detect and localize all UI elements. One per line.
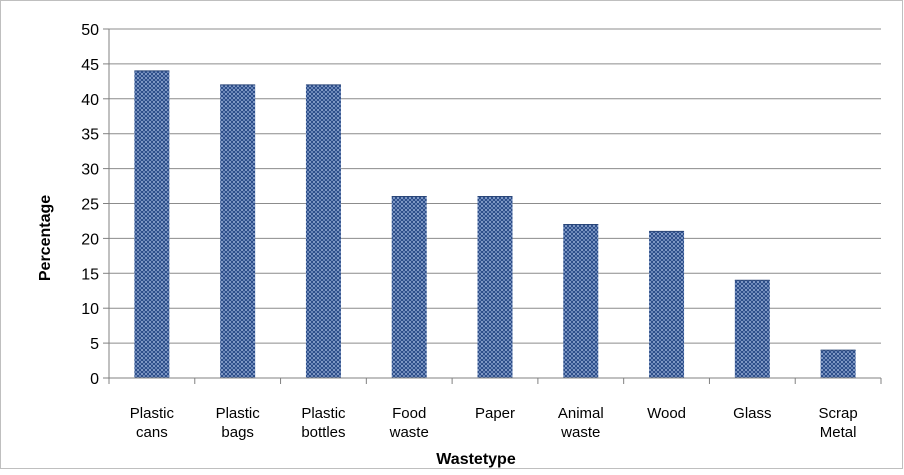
- x-tick-label: cans: [136, 424, 168, 441]
- y-tick-label: 5: [90, 336, 99, 353]
- x-axis-title: Wastetype: [436, 451, 516, 468]
- x-tick-label: Food: [392, 405, 426, 422]
- x-tick-label: bags: [221, 424, 254, 441]
- x-tick-label: bottles: [301, 424, 345, 441]
- y-tick-label: 25: [81, 197, 99, 214]
- y-tick-label: 0: [90, 371, 99, 388]
- x-tick-label: Wood: [647, 405, 686, 422]
- y-tick-label: 15: [81, 266, 99, 283]
- y-tick-label: 30: [81, 162, 99, 179]
- y-tick-label: 10: [81, 301, 99, 318]
- bar: [820, 350, 856, 378]
- bar: [649, 231, 685, 378]
- y-tick-label: 20: [81, 231, 99, 248]
- bars: [134, 70, 856, 378]
- x-tick-label: waste: [560, 424, 600, 441]
- x-tick-label: Paper: [475, 405, 515, 422]
- labels: 0 5 10 15 20 25 30 35 40 45 50 Plastic cans Plastic ba…: [81, 22, 858, 441]
- axes: [103, 28, 882, 384]
- x-tick-label: Plastic: [301, 405, 346, 422]
- bar: [477, 196, 513, 378]
- x-tick-label: Plastic: [216, 405, 261, 422]
- x-tick-label: Metal: [820, 424, 857, 441]
- x-tick-label: Glass: [733, 405, 771, 422]
- x-tick-label: Scrap: [819, 405, 858, 422]
- y-axis-title: Percentage: [37, 195, 54, 281]
- y-tick-label: 50: [81, 22, 99, 39]
- bar: [305, 84, 341, 378]
- y-tick-label: 45: [81, 57, 99, 74]
- y-tick-label: 35: [81, 127, 99, 144]
- y-tick-label: 40: [81, 92, 99, 109]
- bar: [134, 70, 170, 378]
- bar: [391, 196, 427, 378]
- x-tick-label: Plastic: [130, 405, 175, 422]
- bar: [734, 280, 770, 378]
- bar: [220, 84, 256, 378]
- x-tick-label: Animal: [558, 405, 604, 422]
- bar: [563, 224, 599, 378]
- x-tick-label: waste: [389, 424, 429, 441]
